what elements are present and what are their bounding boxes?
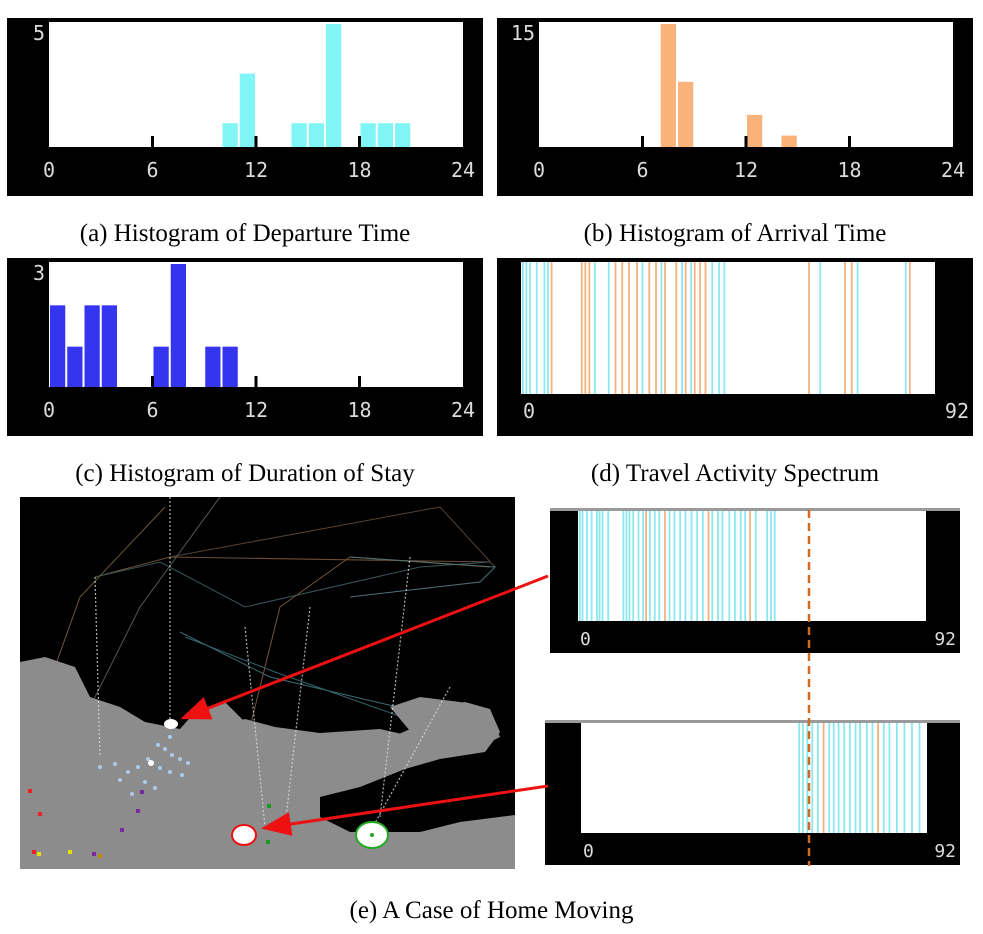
histogram-bar [395, 123, 411, 148]
caption-b: (b) Histogram of Arrival Time [583, 220, 887, 247]
chart-a-departure: 0 6 12 18 24 5 [7, 18, 483, 196]
x-tick-label: 18 [347, 158, 371, 182]
x-tick-label: 0 [523, 399, 535, 423]
histogram-bar [747, 114, 763, 148]
x-tick-label: 92 [934, 841, 956, 862]
x-tick-label: 18 [837, 158, 861, 182]
histogram-bar [222, 123, 238, 148]
x-tick-label: 24 [941, 158, 965, 182]
histogram-bar [101, 305, 117, 388]
y-max-label: 3 [33, 261, 45, 285]
x-tick-label: 12 [244, 398, 268, 422]
new-home-marker [231, 824, 257, 846]
caption-c: (c) Histogram of Duration of Stay [75, 460, 415, 487]
x-tick-label: 92 [934, 629, 956, 650]
cluster-marker [148, 760, 154, 766]
histogram-bar [67, 346, 83, 388]
chart-d-spectrum: 0 92 [497, 258, 973, 436]
x-tick-label: 0 [583, 841, 594, 862]
x-tick-label: 6 [146, 398, 158, 422]
hist-plot-area-b [539, 22, 953, 148]
hist-plot-area-c [49, 262, 463, 388]
x-tick-label: 18 [347, 398, 371, 422]
x-tick-label: 24 [451, 398, 475, 422]
histogram-bar [660, 24, 676, 148]
spectrum-top-edge [545, 720, 960, 723]
hist-plot-area-a [49, 22, 463, 148]
caption-d: (d) Travel Activity Spectrum [590, 460, 880, 487]
home-moving-map [20, 497, 515, 869]
histogram-bar [50, 305, 66, 388]
histogram-bar [291, 123, 307, 148]
y-max-label: 5 [33, 21, 45, 45]
histogram-bar [308, 123, 324, 148]
caption-a: (a) Histogram of Departure Time [79, 220, 411, 247]
land-mass-main [20, 657, 515, 869]
histogram-bar [222, 346, 238, 388]
histogram-bar [781, 135, 797, 148]
land-mass-island [205, 719, 420, 762]
x-tick-label: 0 [43, 398, 55, 422]
x-tick-label: 0 [43, 158, 55, 182]
caption-e: (e) A Case of Home Moving [349, 897, 634, 924]
histogram-bar [239, 73, 255, 148]
histogram-bar [205, 346, 221, 388]
location-cluster [98, 735, 190, 796]
spectrum-top-edge [550, 508, 960, 511]
x-tick-label: 12 [734, 158, 758, 182]
x-tick-label: 6 [636, 158, 648, 182]
histogram-bar [377, 123, 393, 148]
histogram-bar [170, 264, 186, 388]
histogram-bar [84, 305, 100, 388]
spectrum-plot-area [578, 511, 926, 621]
spectrum-plot-area [581, 723, 927, 833]
histogram-bar [153, 346, 169, 388]
histogram-bar [360, 123, 376, 148]
x-tick-label: 0 [533, 158, 545, 182]
x-tick-label: 12 [244, 158, 268, 182]
chart-c-duration: 0 6 12 18 24 3 [7, 258, 483, 436]
x-tick-label: 6 [146, 158, 158, 182]
chart-e-top-spectrum: 0 92 [550, 508, 960, 653]
x-tick-label: 0 [580, 629, 591, 650]
y-max-label: 15 [511, 21, 535, 45]
x-tick-label: 24 [451, 158, 475, 182]
old-home-marker [164, 719, 178, 729]
histogram-bar [678, 81, 694, 148]
histogram-bar [326, 24, 342, 148]
chart-b-arrival: 0 6 12 18 24 15 [497, 18, 973, 196]
chart-e-bottom-spectrum: 0 92 [545, 720, 960, 865]
spectrum-plot-area [521, 262, 935, 394]
x-tick-label: 92 [945, 399, 969, 423]
